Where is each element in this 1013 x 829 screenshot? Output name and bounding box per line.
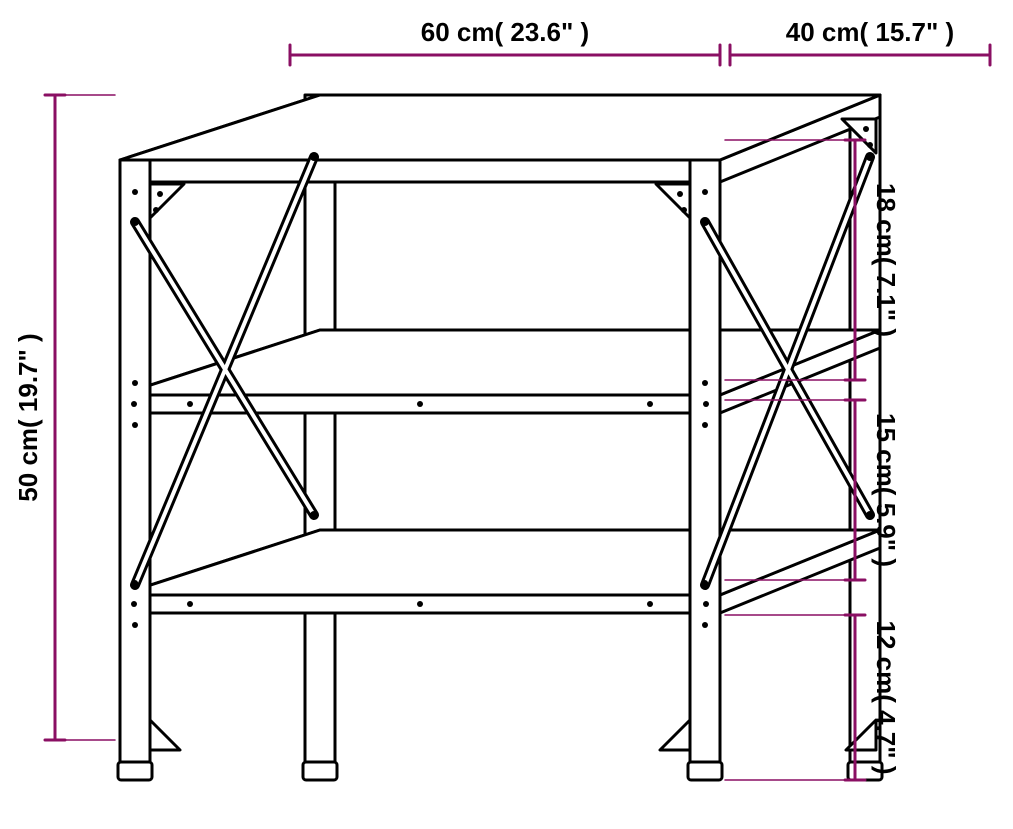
label-gap-mid: 15 cm( 5.9" ) bbox=[871, 413, 901, 567]
leg-front-left bbox=[118, 160, 152, 780]
label-gap-bot: 12 cm( 4.7" ) bbox=[871, 621, 901, 775]
brace-fr bbox=[660, 720, 690, 750]
label-width: 60 cm( 23.6" ) bbox=[421, 17, 589, 47]
label-depth: 40 cm( 15.7" ) bbox=[786, 17, 954, 47]
gusset-fr bbox=[656, 184, 690, 218]
label-height: 50 cm( 19.7" ) bbox=[13, 333, 43, 501]
leg-back-left bbox=[303, 95, 337, 780]
gusset-fl bbox=[150, 184, 184, 218]
label-gap-top: 18 cm( 7.1" ) bbox=[871, 183, 901, 337]
brace-fl bbox=[150, 720, 180, 750]
